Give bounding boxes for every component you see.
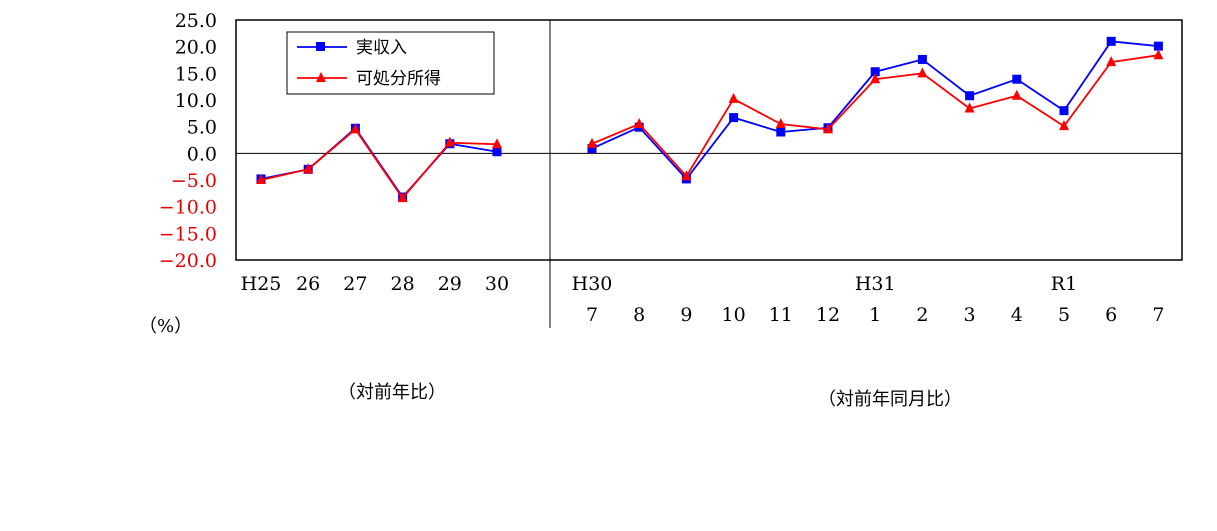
x-tick-label-month: 12 (816, 304, 840, 326)
x-tick-label-month: 8 (633, 304, 645, 326)
monthly-point-square (870, 67, 880, 77)
x-axis-labels: H25 26 27 28 29 30 H30 H31 R17 8 9 10 11 12 1 2 3 4 5 6 7 (241, 273, 1165, 326)
x-tick-label-month: 9 (680, 304, 692, 326)
y-tick-label: −5.0 (171, 170, 217, 192)
monthly-point-square (1059, 106, 1069, 116)
x-tick-label-annual: 27 (343, 273, 367, 295)
monthly-point-square (1106, 36, 1116, 46)
annual-point-square (492, 147, 502, 157)
monthly-point-triangle (964, 102, 975, 113)
y-tick-label: 0.0 (187, 143, 217, 165)
unit-label: （%） (139, 316, 193, 337)
x-tick-label-annual: 29 (438, 273, 462, 295)
x-tick-label-month: 5 (1058, 304, 1070, 326)
x-year-label: H30 (572, 273, 613, 295)
x-tick-label-month: 1 (869, 304, 881, 326)
y-tick-label: 20.0 (175, 37, 217, 59)
monthly-point-triangle (1059, 120, 1069, 131)
x-tick-label-month: 6 (1105, 304, 1117, 326)
monthly-point-square (1153, 41, 1163, 51)
monthly-point-triangle (634, 118, 645, 128)
x-tick-label-annual: 28 (391, 273, 415, 295)
y-tick-label: 15.0 (175, 63, 217, 85)
monthly-point-square (776, 127, 786, 137)
monthly-point-triangle (870, 73, 881, 84)
annual-point-triangle (303, 163, 314, 174)
y-tick-label: −10.0 (159, 197, 217, 219)
x-tick-label-annual: 26 (296, 273, 320, 295)
monthly-note: （対前年同月比） (818, 389, 962, 410)
x-tick-label-month: 10 (722, 304, 746, 326)
y-tick-label: −20.0 (159, 250, 217, 272)
x-tick-label-month: 7 (1152, 304, 1164, 326)
legend-label-income: 実収入 (356, 38, 407, 58)
y-tick-label: 5.0 (187, 117, 217, 139)
y-tick-label: −15.0 (159, 223, 217, 245)
x-tick-label-month: 11 (769, 304, 793, 326)
monthly-line-square (591, 40, 1159, 181)
monthly-point-triangle (1106, 56, 1117, 67)
annual-point-triangle (397, 192, 408, 203)
monthly-point-square (587, 144, 597, 154)
x-year-label: R1 (1051, 273, 1077, 295)
monthly-point-triangle (681, 170, 692, 181)
annual-note: （対前年比） (338, 382, 446, 403)
monthly-point-triangle (1011, 89, 1022, 100)
monthly-point-triangle (1153, 49, 1164, 60)
monthly-point-square (1012, 74, 1022, 84)
monthly-point-square (729, 113, 739, 123)
legend-marker-income (316, 42, 325, 51)
monthly-point-triangle (917, 67, 928, 78)
monthly-point-triangle (728, 92, 739, 103)
y-tick-label: 25.0 (175, 10, 217, 32)
legend-label-disposable: 可処分所得 (356, 69, 441, 89)
monthly-point-square (965, 91, 975, 101)
annual-point-triangle (492, 138, 502, 149)
annual-line-triangle (260, 128, 498, 200)
x-tick-label-month: 2 (916, 304, 928, 326)
monthly-point-triangle (823, 123, 833, 134)
monthly-point-triangle (587, 137, 597, 148)
x-year-label: H31 (855, 273, 896, 295)
x-tick-label-annual: 30 (485, 273, 509, 295)
x-tick-label-month: 7 (586, 304, 598, 326)
x-tick-label-month: 3 (964, 304, 976, 326)
monthly-point-triangle (775, 118, 786, 128)
annual-point-triangle (444, 136, 455, 147)
y-axis-ticks: 25.0 20.0 15.0 10.0 5.0 0.0 −5.0 −10.0 −15.0 −20.… (159, 10, 217, 272)
y-tick-label: 10.0 (175, 90, 217, 112)
monthly-point-square (917, 54, 927, 64)
annual-point-triangle (350, 123, 361, 134)
legend: 実収入 可処分所得 (286, 31, 495, 95)
series-layer (256, 36, 1164, 203)
legend-marker-disposable (316, 72, 326, 82)
x-tick-label-annual: H25 (241, 273, 282, 295)
plot-frame (235, 19, 1183, 261)
annual-point-triangle (256, 174, 266, 184)
x-tick-label-month: 4 (1011, 304, 1023, 326)
